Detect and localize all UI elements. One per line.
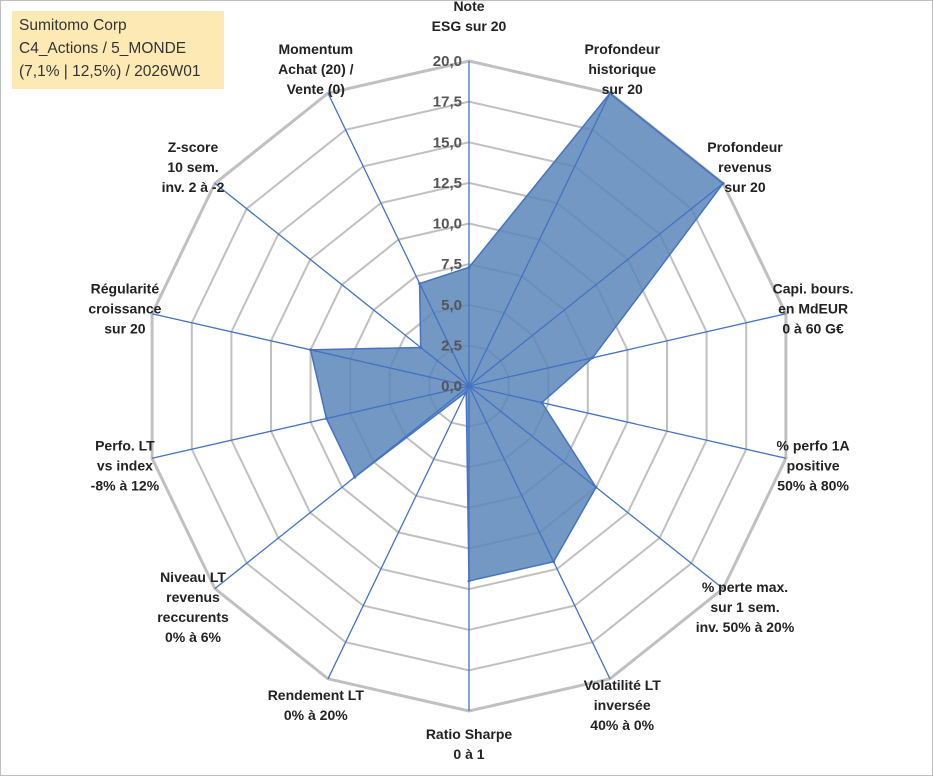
axis-spoke bbox=[214, 182, 470, 387]
axis-label: Profondeur historique sur 20 bbox=[584, 41, 660, 97]
axis-label-line: 0 à 1 bbox=[453, 746, 484, 762]
data-point bbox=[552, 560, 556, 564]
axis-label-line: % perfo 1A bbox=[777, 438, 850, 454]
axis-label-line: Perfo. LT bbox=[95, 438, 155, 454]
tick-label: 7,5 bbox=[441, 256, 462, 273]
axis-spoke bbox=[151, 385, 470, 459]
tick-label: 0,0 bbox=[441, 378, 462, 395]
data-point bbox=[608, 91, 612, 95]
axis-label-line: sur 1 sem. bbox=[710, 599, 779, 615]
axis-label: Momentum Achat (20) / Vente (0) bbox=[278, 41, 354, 97]
axis-label-line: Capi. bours. bbox=[773, 281, 854, 297]
data-point bbox=[467, 265, 471, 269]
axis-label-line: positive bbox=[787, 458, 840, 474]
axis-label-line: % perte max. bbox=[702, 579, 788, 595]
axis-label-line: -8% à 12% bbox=[91, 478, 160, 494]
data-point bbox=[594, 485, 598, 489]
axis-label-line: ESG sur 20 bbox=[432, 18, 507, 34]
info-box: Sumitomo Corp C4_Actions / 5_MONDE (7,1%… bbox=[12, 11, 224, 89]
data-point bbox=[467, 579, 471, 583]
data-point bbox=[353, 475, 357, 479]
axis-spoke bbox=[214, 385, 470, 590]
data-point bbox=[419, 346, 423, 349]
axis-label-line: historique bbox=[588, 61, 656, 77]
axis-label-line: Z-score bbox=[168, 139, 219, 155]
axis-label-line: Achat (20) / bbox=[278, 61, 354, 77]
axis-spoke bbox=[327, 385, 470, 680]
data-point bbox=[591, 356, 595, 360]
axis-label-line: Ratio Sharpe bbox=[426, 726, 513, 742]
axis-label-line: inv. 50% à 20% bbox=[696, 619, 795, 635]
axis-spoke bbox=[468, 385, 611, 680]
axis-label-line: sur 20 bbox=[724, 179, 765, 195]
axis-label: Perfo. LT vs index -8% à 12% bbox=[91, 438, 160, 494]
axis-label-line: revenus bbox=[166, 589, 220, 605]
tick-label: 12,5 bbox=[433, 175, 462, 192]
axis-label-line: 0 à 60 G€ bbox=[782, 321, 844, 337]
axis-spoke bbox=[468, 313, 787, 387]
axis-label-line: revenus bbox=[718, 159, 772, 175]
axis-label: % perfo 1A positive 50% à 80% bbox=[777, 438, 850, 494]
axis-label-line: 0% à 20% bbox=[284, 707, 348, 723]
data-point bbox=[418, 282, 422, 285]
axis-spoke bbox=[327, 92, 470, 387]
axis-label-line: sur 20 bbox=[104, 321, 145, 337]
axis-label-line: Rendement LT bbox=[268, 687, 365, 703]
data-point bbox=[324, 417, 328, 420]
data-point bbox=[540, 401, 544, 405]
axis-label-line: 40% à 0% bbox=[590, 717, 654, 733]
info-stats: (7,1% | 12,5%) / 2026W01 bbox=[19, 63, 201, 80]
tick-label: 17,5 bbox=[433, 94, 462, 111]
axis-label-line: vs index bbox=[97, 458, 153, 474]
info-company: Sumitomo Corp bbox=[19, 17, 127, 34]
axis-label: Capi. bours. en MdEUR 0 à 60 G€ bbox=[773, 281, 854, 337]
axis-label-line: reccurents bbox=[157, 609, 229, 625]
axis-label-line: Profondeur bbox=[707, 139, 783, 155]
axis-label: Volatilité LT inversée 40% à 0% bbox=[584, 677, 662, 733]
axis-label-line: Profondeur bbox=[584, 41, 660, 57]
axis-label: Niveau LT revenus reccurents 0% à 6% bbox=[157, 569, 229, 645]
axis-label-line: Momentum bbox=[278, 41, 353, 57]
axis-label-line: inv. 2 à -2 bbox=[162, 179, 225, 195]
axis-spoke bbox=[468, 385, 787, 459]
axis-label-line: inversée bbox=[594, 697, 651, 713]
axis-spoke bbox=[468, 182, 724, 387]
axis-label-line: en MdEUR bbox=[778, 301, 848, 317]
axis-label: Z-score 10 sem. inv. 2 à -2 bbox=[162, 139, 225, 195]
axis-label-line: Régularité bbox=[91, 281, 160, 297]
axis-label: Profondeur revenus sur 20 bbox=[707, 139, 783, 195]
tick-label: 20,0 bbox=[433, 53, 462, 70]
axis-label: Note ESG sur 20 bbox=[432, 1, 507, 34]
axis-label-line: Vente (0) bbox=[287, 81, 345, 97]
data-area bbox=[309, 92, 725, 582]
axis-label-line: sur 20 bbox=[602, 81, 643, 97]
axis-label-line: 0% à 6% bbox=[165, 629, 222, 645]
axis-label-line: 10 sem. bbox=[167, 159, 218, 175]
data-point bbox=[721, 181, 725, 185]
axis-label-line: croissance bbox=[88, 301, 161, 317]
tick-label: 2,5 bbox=[441, 337, 462, 354]
axis-label: Ratio Sharpe 0 à 1 bbox=[426, 726, 513, 762]
axis-label-line: Note bbox=[453, 1, 484, 14]
axis-label-line: 50% à 80% bbox=[777, 478, 849, 494]
axis-label: % perte max. sur 1 sem. inv. 50% à 20% bbox=[696, 579, 795, 635]
data-point bbox=[309, 348, 313, 352]
info-portfolio: C4_Actions / 5_MONDE bbox=[19, 40, 187, 57]
axis-label: Régularité croissance sur 20 bbox=[88, 281, 161, 337]
tick-label: 10,0 bbox=[433, 216, 462, 233]
axis-label: Rendement LT 0% à 20% bbox=[268, 687, 365, 723]
axis-label-line: Niveau LT bbox=[160, 569, 226, 585]
tick-label: 5,0 bbox=[441, 297, 462, 314]
tick-label: 15,0 bbox=[433, 134, 462, 151]
axis-label-line: Volatilité LT bbox=[584, 677, 662, 693]
data-point bbox=[464, 390, 468, 394]
axis-spoke bbox=[468, 92, 611, 387]
